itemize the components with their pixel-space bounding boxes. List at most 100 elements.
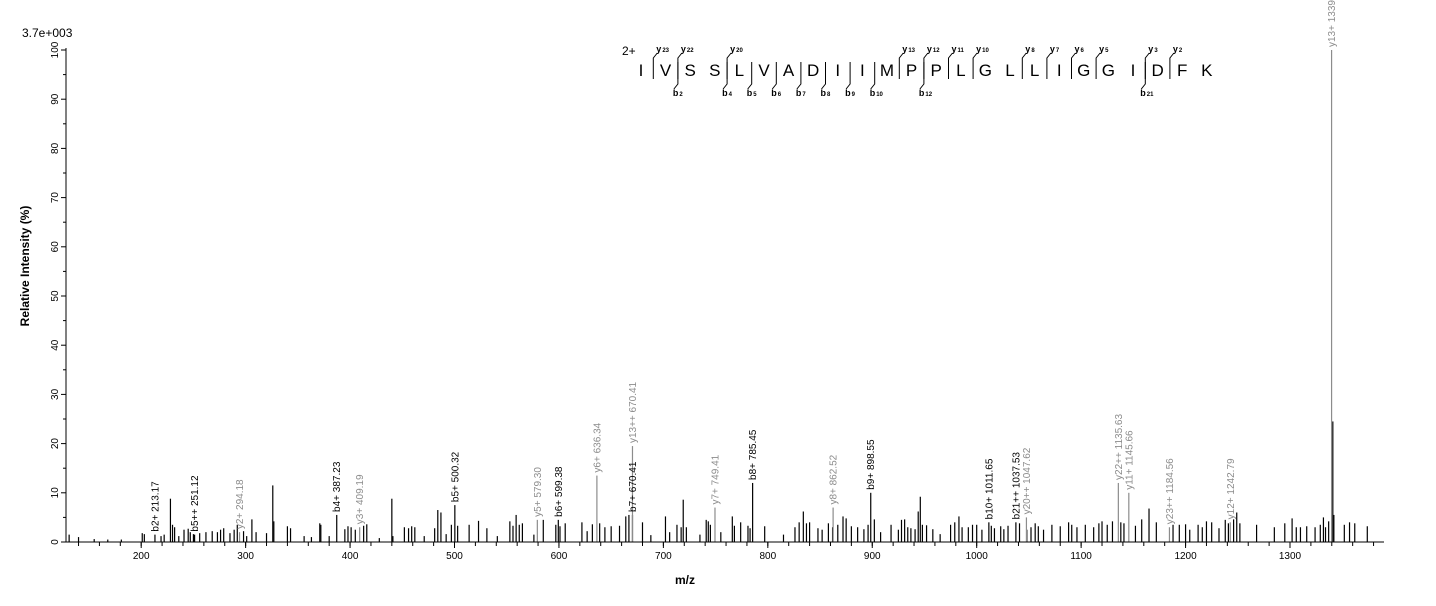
b-ion-bracket	[771, 62, 777, 90]
sequence-residue: G	[979, 61, 992, 80]
x-tick-label: 1300	[1279, 551, 1302, 562]
y-ion-bracket	[726, 52, 732, 79]
x-tick-label: 1100	[1070, 551, 1092, 562]
y-ion-label: y10	[976, 44, 989, 54]
y-ion-bracket	[948, 52, 953, 79]
b-ion-label: b8	[821, 88, 832, 98]
x-tick-label: 1000	[966, 551, 989, 562]
b-ion-bracket	[821, 62, 826, 90]
peak-label: y5+ 579.30	[533, 467, 544, 517]
b-ion-bracket	[747, 62, 753, 90]
sequence-residue: S	[709, 61, 720, 80]
y-ion-bracket	[1046, 52, 1052, 79]
x-tick-label: 400	[342, 551, 359, 562]
b-ion-bracket	[722, 62, 728, 90]
y-tick-label: 80	[50, 142, 61, 154]
sequence-residue: L	[1030, 61, 1039, 80]
y-ion-bracket	[923, 52, 929, 79]
sequence-residue: V	[660, 61, 672, 80]
peak-label: y6+ 636.34	[592, 422, 603, 472]
b-ion-label: b12	[919, 88, 933, 98]
peak-label: y12+ 1242.79	[1226, 458, 1237, 519]
sequence-residue: L	[735, 61, 744, 80]
y-ion-label: y3	[1148, 44, 1158, 54]
x-axis-title: m/z	[675, 573, 695, 587]
peak-label: y13++ 670.41	[628, 381, 639, 443]
peak-label: y3+ 409.19	[355, 474, 366, 524]
y-ion-bracket	[1095, 52, 1101, 79]
y-ion-label: y13	[902, 44, 915, 54]
b-ion-label: b10	[870, 88, 884, 98]
b-ion-bracket	[1140, 62, 1146, 90]
peak-label: b10+ 1011.65	[984, 458, 995, 519]
peak-label: y11+ 1145.66	[1124, 430, 1135, 490]
y-tick-label: 70	[50, 192, 61, 204]
y-tick-label: 100	[50, 41, 61, 58]
sequence-residue: I	[1057, 61, 1062, 80]
peak-label: y7+ 749.41	[710, 454, 721, 504]
x-tick-label: 600	[551, 551, 568, 562]
b-ion-label: b21	[1140, 88, 1154, 98]
peak-label: y8+ 862.52	[829, 454, 840, 504]
x-tick-label: 500	[446, 551, 463, 562]
y-tick-label: 10	[50, 487, 61, 499]
peak-label: b21++ 1037.53	[1011, 452, 1022, 520]
x-tick-label: 900	[864, 551, 881, 562]
b-ion-bracket	[796, 62, 802, 90]
y-ion-label: y7	[1050, 44, 1060, 54]
sequence-residue: D	[1151, 61, 1163, 80]
sequence-residue: G	[1077, 61, 1090, 80]
y-ion-bracket	[972, 52, 978, 79]
b-ion-label: b5	[747, 88, 758, 98]
peak-label: y23++ 1184.56	[1165, 458, 1176, 524]
x-tick-label: 800	[759, 551, 776, 562]
sequence-residue: V	[758, 61, 770, 80]
peak-label: b8+ 785.45	[748, 429, 759, 480]
y-tick-label: 20	[50, 438, 61, 450]
x-tick-label: 700	[655, 551, 672, 562]
y-ion-label: y11	[952, 44, 965, 54]
y-ion-label: y20	[730, 44, 743, 54]
y-ion-label: y8	[1025, 44, 1035, 54]
b-ion-label: b7	[796, 88, 807, 98]
b-ion-label: b4	[722, 88, 733, 98]
y-ion-bracket	[1071, 52, 1076, 79]
y-tick-label: 60	[50, 241, 61, 253]
peak-label: y20++ 1047.62	[1022, 447, 1033, 514]
y-tick-label: 40	[50, 339, 61, 351]
sequence-residue: P	[931, 61, 942, 80]
sequence-residue: S	[685, 61, 696, 80]
sequence-residue: I	[1131, 61, 1136, 80]
sequence-residue: I	[860, 61, 865, 80]
sequence-residue: L	[1005, 61, 1014, 80]
peak-label: y22++ 1135.63	[1114, 414, 1125, 480]
sequence-residue: I	[835, 61, 840, 80]
x-tick-label: 300	[237, 551, 254, 562]
y-ion-label: y22	[681, 44, 694, 54]
sequence-residue: D	[807, 61, 819, 80]
y-ion-label: y12	[927, 44, 940, 54]
sequence-residue: G	[1102, 61, 1115, 80]
peak-label: b5++ 251.12	[190, 475, 201, 532]
scale-label: 3.7e+003	[22, 26, 73, 40]
sequence-residue: A	[783, 61, 795, 80]
x-tick-label: 200	[133, 551, 150, 562]
y-ion-label: y6	[1075, 44, 1085, 54]
y-ion-label: y23	[656, 44, 669, 54]
sequence-residue: L	[956, 61, 965, 80]
y-ion-bracket	[1169, 52, 1175, 79]
y-ion-bracket	[652, 52, 658, 79]
y-tick-label: 0	[50, 539, 61, 545]
y-tick-label: 50	[50, 290, 61, 302]
charge-state: 2+	[622, 44, 636, 58]
peak-label: b2+ 213.17	[150, 481, 161, 532]
y-ion-bracket	[1021, 52, 1027, 79]
sequence-residue: F	[1177, 61, 1187, 80]
peak-bars	[68, 50, 1368, 542]
peak-label: b7+ 670.41	[628, 461, 639, 512]
sequence-residue: M	[880, 61, 894, 80]
b-ion-label: b6	[771, 88, 782, 98]
